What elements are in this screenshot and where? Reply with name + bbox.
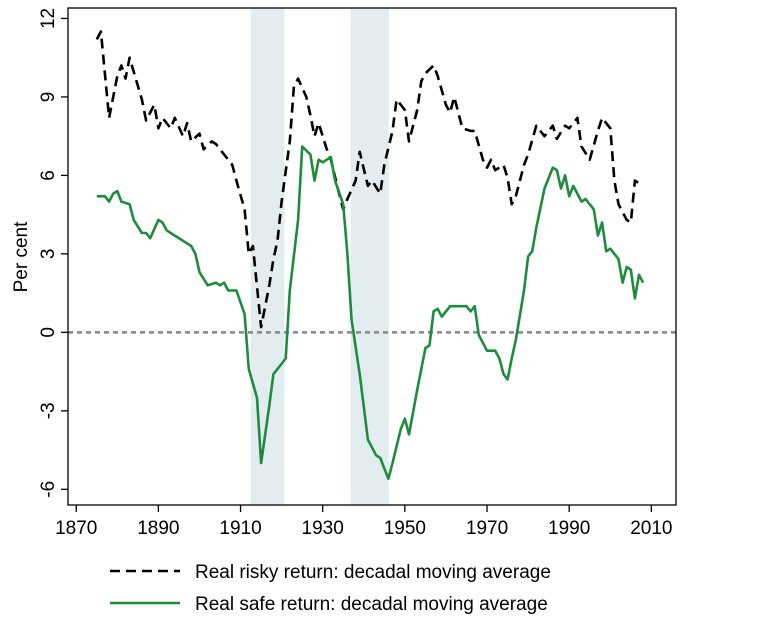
y-tick-label: 0	[38, 327, 59, 338]
y-axis-label: Per cent	[11, 221, 32, 292]
shaded-period	[250, 8, 285, 505]
x-tick-label: 1870	[55, 518, 97, 539]
y-tick-label: 12	[38, 8, 59, 29]
legend-label: Real safe return: decadal moving average	[195, 594, 548, 615]
series-line	[96, 145, 645, 481]
y-tick-label: -6	[38, 481, 59, 498]
y-tick-label: 9	[38, 92, 59, 103]
x-tick-label: 1990	[548, 518, 590, 539]
x-tick-label: 1930	[302, 518, 344, 539]
shaded-period	[350, 8, 389, 505]
series-line	[95, 30, 644, 329]
legend-label: Real risky return: decadal moving averag…	[195, 562, 551, 583]
y-tick-label: -3	[38, 402, 59, 419]
x-tick-label: 1890	[137, 518, 179, 539]
x-tick-label: 1950	[384, 518, 426, 539]
x-tick-label: 1910	[219, 518, 261, 539]
plot-frame	[67, 7, 677, 506]
x-tick-label: 1970	[466, 518, 508, 539]
y-tick-label: 6	[38, 170, 59, 181]
y-tick-label: 3	[38, 249, 59, 260]
x-tick-label: 2010	[630, 518, 672, 539]
